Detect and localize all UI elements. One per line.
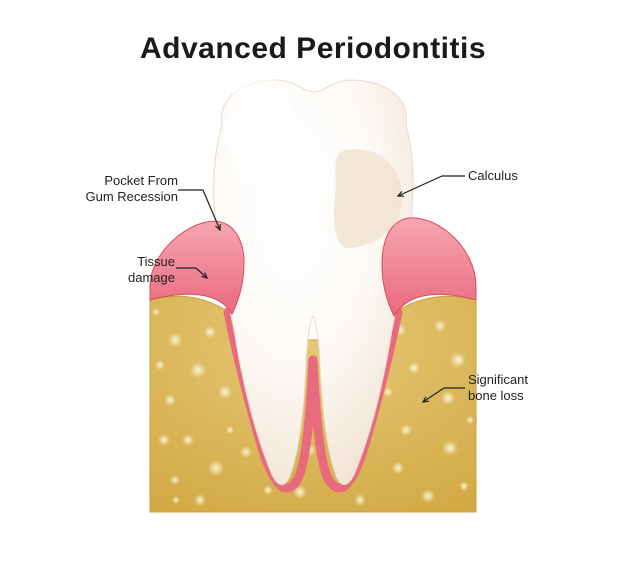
label-pocket: Pocket FromGum Recession <box>68 173 178 206</box>
label-tissue: Tissuedamage <box>95 254 175 287</box>
tooth-diagram-svg <box>0 0 626 563</box>
label-calculus: Calculus <box>468 168 558 184</box>
label-boneloss: Significantbone loss <box>468 372 568 405</box>
diagram-canvas: Advanced Periodontitis <box>0 0 626 563</box>
